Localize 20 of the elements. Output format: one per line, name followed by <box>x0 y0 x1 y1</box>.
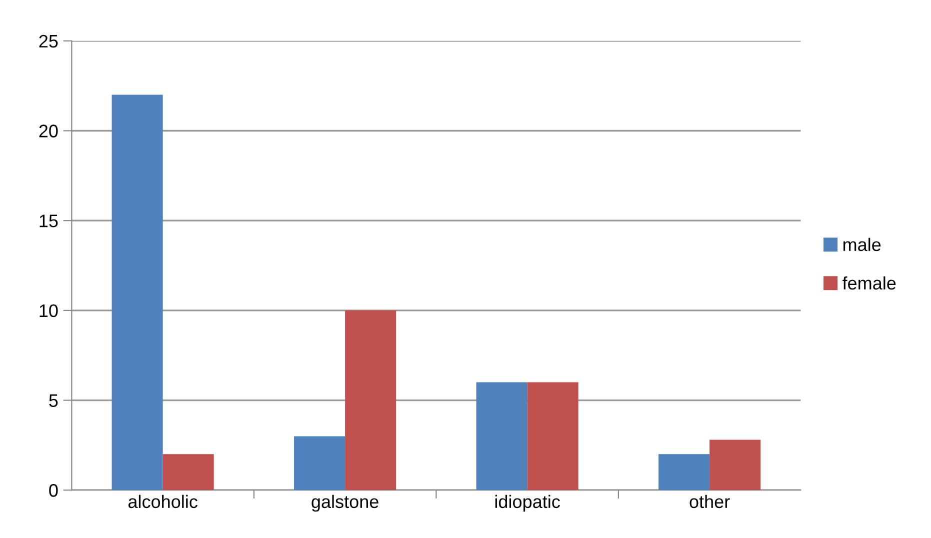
bar <box>710 440 761 490</box>
y-tick-label: 20 <box>39 124 58 138</box>
bar <box>112 94 163 490</box>
y-tick-label: 5 <box>49 394 58 407</box>
y-tick-label: 10 <box>40 304 58 318</box>
bar <box>345 310 396 490</box>
x-tick-label: galstone <box>312 494 378 512</box>
legend-label: male <box>843 238 881 252</box>
x-tick-label: idiopatic <box>495 494 560 512</box>
bar <box>476 382 528 490</box>
x-tick-label: alcoholic <box>128 494 198 508</box>
y-tick-label: 25 <box>39 34 58 48</box>
y-tick-label: 15 <box>40 214 58 228</box>
y-tick-label: 0 <box>49 484 58 497</box>
bar <box>658 454 710 490</box>
x-tick-label: other <box>690 494 730 508</box>
bar <box>527 382 578 490</box>
bar <box>162 454 214 490</box>
bar <box>294 436 346 490</box>
legend-label: female <box>842 276 896 290</box>
